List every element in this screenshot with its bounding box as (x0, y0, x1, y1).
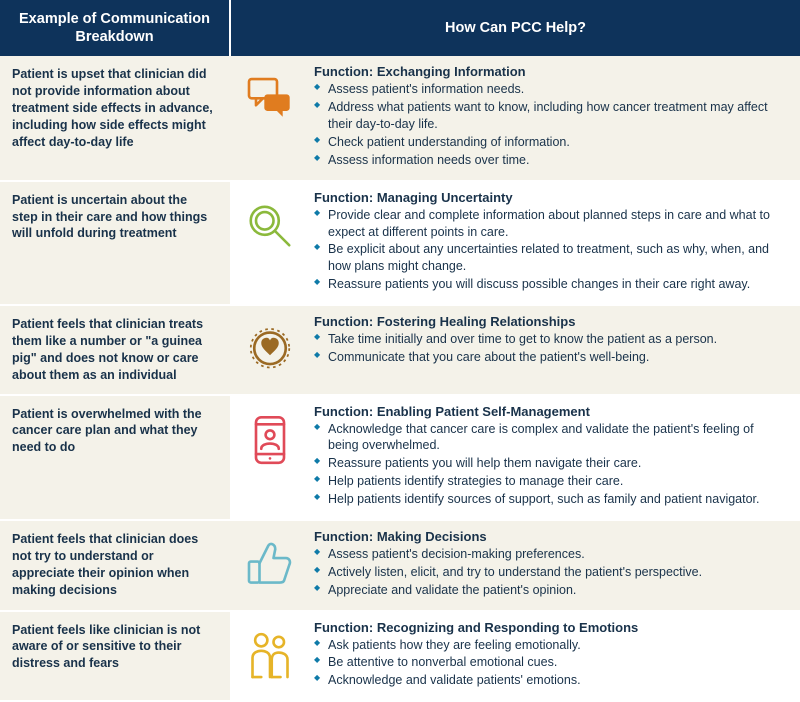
bullet-item: Assess patient's decision-making prefere… (314, 546, 786, 563)
pcc-table: Example of Communication Breakdown How C… (0, 0, 800, 702)
help-cell: Function: Recognizing and Responding to … (230, 611, 800, 702)
table-row: Patient feels that clinician treats them… (0, 305, 800, 395)
heart-badge-icon (238, 318, 302, 382)
function-title: Function: Managing Uncertainty (314, 190, 786, 205)
bullet-item: Check patient understanding of informati… (314, 134, 786, 151)
bullet-item: Take time initially and over time to get… (314, 331, 786, 348)
example-cell: Patient feels like clinician is not awar… (0, 611, 230, 702)
bullet-item: Be explicit about any uncertainties rela… (314, 241, 786, 275)
bullet-item: Be attentive to nonverbal emotional cues… (314, 654, 786, 671)
bullet-item: Communicate that you care about the pati… (314, 349, 786, 366)
function-title: Function: Fostering Healing Relationship… (314, 314, 786, 329)
bullet-item: Assess information needs over time. (314, 152, 786, 169)
function-title: Function: Making Decisions (314, 529, 786, 544)
bullet-list: Assess patient's decision-making prefere… (314, 546, 786, 599)
function-title: Function: Exchanging Information (314, 64, 786, 79)
bullet-item: Appreciate and validate the patient's op… (314, 582, 786, 599)
bullet-list: Ask patients how they are feeling emotio… (314, 637, 786, 690)
table-row: Patient is uncertain about the step in t… (0, 181, 800, 305)
people-icon (238, 624, 302, 688)
bullet-item: Ask patients how they are feeling emotio… (314, 637, 786, 654)
example-cell: Patient is upset that clinician did not … (0, 56, 230, 180)
help-cell: Function: Making Decisions Assess patient… (230, 520, 800, 611)
header-left: Example of Communication Breakdown (0, 0, 230, 56)
function-title: Function: Recognizing and Responding to … (314, 620, 786, 635)
table-row: Patient feels like clinician is not awar… (0, 611, 800, 702)
header-row: Example of Communication Breakdown How C… (0, 0, 800, 56)
help-cell: Function: Fostering Healing Relationship… (230, 305, 800, 395)
example-cell: Patient feels that clinician does not tr… (0, 520, 230, 611)
example-cell: Patient is uncertain about the step in t… (0, 181, 230, 305)
chat-icon (238, 68, 302, 132)
bullet-item: Help patients identify sources of suppor… (314, 491, 786, 508)
help-cell: Function: Managing Uncertainty Provide cl… (230, 181, 800, 305)
help-cell: Function: Exchanging Information Assess p… (230, 56, 800, 180)
bullet-item: Reassure patients you will discuss possi… (314, 276, 786, 293)
help-cell: Function: Enabling Patient Self-Manageme… (230, 395, 800, 520)
table-row: Patient feels that clinician does not tr… (0, 520, 800, 611)
thumbs-up-icon (238, 533, 302, 597)
function-title: Function: Enabling Patient Self-Manageme… (314, 404, 786, 419)
bullet-item: Acknowledge that cancer care is complex … (314, 421, 786, 455)
table-row: Patient is upset that clinician did not … (0, 56, 800, 180)
bullet-list: Acknowledge that cancer care is complex … (314, 421, 786, 508)
magnifier-icon (238, 194, 302, 258)
phone-person-icon (238, 408, 302, 472)
bullet-item: Provide clear and complete information a… (314, 207, 786, 241)
bullet-list: Assess patient's information needs.Addre… (314, 81, 786, 168)
bullet-item: Help patients identify strategies to man… (314, 473, 786, 490)
bullet-item: Actively listen, elicit, and try to unde… (314, 564, 786, 581)
bullet-list: Take time initially and over time to get… (314, 331, 786, 366)
example-cell: Patient is overwhelmed with the cancer c… (0, 395, 230, 520)
bullet-item: Assess patient's information needs. (314, 81, 786, 98)
bullet-item: Address what patients want to know, incl… (314, 99, 786, 133)
example-cell: Patient feels that clinician treats them… (0, 305, 230, 395)
bullet-list: Provide clear and complete information a… (314, 207, 786, 293)
table-row: Patient is overwhelmed with the cancer c… (0, 395, 800, 520)
bullet-item: Reassure patients you will help them nav… (314, 455, 786, 472)
header-right: How Can PCC Help? (230, 0, 800, 56)
